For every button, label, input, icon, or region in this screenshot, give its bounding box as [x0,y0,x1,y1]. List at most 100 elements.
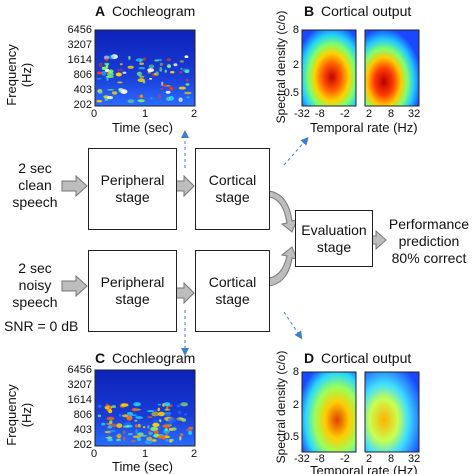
arrow-peripheral-cortical-top [175,174,195,198]
spectrogram-texture [163,402,171,407]
cochleogram-c-y-tick: 3207 [67,379,92,391]
spectrogram-texture [130,440,137,443]
spectrogram-texture [135,429,138,434]
spectrogram-texture [176,404,181,408]
spectrogram-texture [166,96,171,102]
cortical-b-x-tick: -8 [315,108,325,120]
cortical-stage-bottom: Cortical stage [195,250,270,332]
spectrogram-texture [106,77,109,81]
spectrogram-texture [155,71,159,76]
spectrogram-texture [148,64,155,69]
spectrogram-texture [169,86,173,91]
spectrogram-texture [122,425,130,428]
spectrogram-texture [118,413,122,417]
cochleogram-c-y-tick: 6456 [67,364,92,376]
cochleogram-c-x-tick: 0 [91,448,98,460]
cochleogram-a-y-tick: 806 [73,69,92,81]
spectrogram-texture [123,430,126,435]
spectrogram-texture [147,425,150,429]
spectrogram-texture [164,408,171,411]
spectrogram-texture [111,405,117,409]
spectrogram-texture [138,66,146,70]
spectrogram-texture [126,415,132,421]
cortical-b-x-tick: 8 [388,108,395,120]
spectrogram-texture [185,83,190,86]
cortical-d-x-tick: 8 [388,453,395,465]
spectrogram-texture [107,96,114,100]
spectrogram-texture [159,419,162,423]
spectrogram-texture [157,425,161,431]
spectrogram-texture [135,58,144,62]
cortical-b-y-tick: 2 [292,59,299,71]
spectrogram-texture [150,97,153,100]
spectrogram-texture [134,424,138,428]
spectrogram-texture [96,71,103,75]
spectrogram-texture [142,426,146,429]
spectrogram-texture [103,55,110,60]
spectrogram-texture [108,432,111,438]
spectrogram-texture [147,68,155,73]
cochleogram-a-y-tick: 202 [73,99,92,111]
spectrogram-texture [105,58,109,61]
spectrogram-texture [154,59,159,62]
peripheral-stage-top: Peripheral stage [88,148,177,230]
spectrogram-texture [161,81,164,86]
spectrogram-texture [108,409,113,414]
cortical-top-line-2: stage [215,189,250,205]
spectrogram-texture [116,423,123,428]
clean-line-3: speech [12,194,58,210]
spectrogram-texture [131,408,138,412]
spectrogram-texture [158,94,162,99]
spectrogram-texture [164,423,172,425]
spectrogram-texture [148,432,154,435]
peripheral-stage-bottom: Peripheral stage [88,250,177,332]
spectrogram-texture [165,90,171,94]
spectrogram-texture [163,435,171,439]
spectrogram-texture [184,91,192,95]
noisy-line-1: 2 sec [18,260,52,276]
spectrogram-texture [164,413,171,417]
spectrogram-texture [142,57,147,61]
spectrogram-texture [97,404,102,408]
cochleogram-a-y-title: Frequency (Hz) [4,44,34,106]
spectrogram-texture [166,58,171,61]
spectrogram-texture [188,436,193,439]
spectrogram-texture [108,429,116,432]
spectrogram-texture [139,62,145,65]
arrow-cortical-evaluation-bottom [268,246,298,287]
cortical-d-y-tick: 2 [292,399,299,411]
spectrogram-texture [111,423,117,428]
spectrogram-texture [117,81,123,84]
spectrogram-texture [164,69,167,73]
cortical-output-d-image [302,372,419,452]
spectrogram-texture [105,64,109,69]
arrow-cortical-evaluation-top [268,190,298,233]
cochleogram-c-x-tick: 1 [142,448,149,460]
clean-speech-label: 2 sec clean speech [8,160,62,211]
dashed-arrow-to-b [283,136,309,166]
spectrogram-texture [135,415,143,419]
output-line-1: Performance [388,216,470,232]
cortical-d-x-tick: -2 [340,453,350,465]
snr-label: SNR = 0 dB [4,318,79,334]
cortical-d-x-tick: 2 [366,453,373,465]
cortical-d-x-title: Temporal rate (Hz) [310,463,418,474]
spectrogram-texture [137,99,145,103]
cochleogram-a-y-tick: 403 [73,84,92,96]
spectrogram-texture [107,438,113,442]
cortical-b-x-tick: -2 [340,108,350,120]
cochleogram-c-x-tick: 2 [191,448,198,460]
spectrogram-texture [96,78,102,80]
spectrogram-texture [121,403,129,407]
spectrogram-texture [184,55,189,58]
cochleogram-a-y-tick: 6456 [67,24,92,36]
spectrogram-texture [98,62,103,68]
spectrogram-texture [117,440,123,443]
spectrogram-texture [121,414,129,418]
spectrogram-texture [140,94,143,98]
spectrogram-texture [116,69,124,72]
cortical-d-x-tick: -8 [315,453,325,465]
spectrogram-texture [179,71,183,74]
flow-arrows [61,174,387,305]
noisy-line-2: noisy [18,277,52,293]
